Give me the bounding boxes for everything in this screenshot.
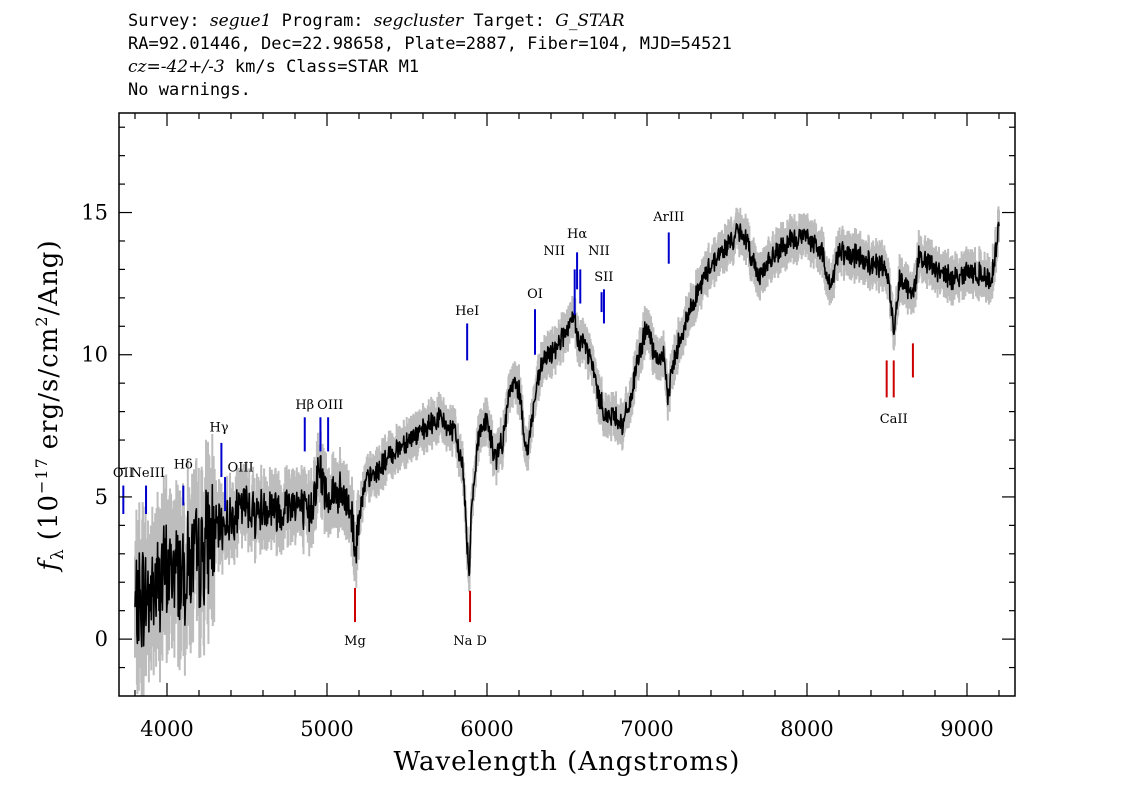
cz-label: cz= xyxy=(128,57,161,77)
error-band xyxy=(134,206,1000,696)
line-label-8: HeI xyxy=(455,304,479,319)
survey-value: segue1 xyxy=(209,11,272,31)
line-label-0: OII xyxy=(113,466,134,481)
survey-label: Survey: xyxy=(128,11,200,31)
error-band-layer xyxy=(134,206,1000,696)
line-label-11: Hα xyxy=(567,227,587,242)
y-tick-label: 10 xyxy=(81,343,108,367)
spectrum-layer xyxy=(134,221,1000,648)
line-label-15: ArIII xyxy=(652,210,684,225)
target-label: Target: xyxy=(473,11,546,31)
line-label-10: NII xyxy=(543,244,565,259)
line-label-13: SII xyxy=(594,270,613,285)
x-tick-label: 6000 xyxy=(460,717,513,741)
header-line-2: RA=92.01446, Dec=22.98658, Plate=2887, F… xyxy=(128,34,732,54)
line-label-4: OIII xyxy=(228,460,254,475)
y-title-post: /Ang) xyxy=(34,239,64,315)
header-line-1: Survey: segue1 Program: segcluster Targe… xyxy=(128,10,732,33)
program-label: Program: xyxy=(281,11,364,31)
spectrum-series xyxy=(134,221,1000,648)
line-label-1: NeIII xyxy=(131,466,165,481)
x-tick-label: 5000 xyxy=(300,717,353,741)
line-label-2: Hδ xyxy=(174,457,193,472)
y-title-sub: λ xyxy=(48,548,68,560)
target-value: G_STAR xyxy=(555,11,625,31)
y-tick-label: 0 xyxy=(95,627,108,651)
line-label-6: OIII xyxy=(317,398,343,413)
x-tick-label: 4000 xyxy=(140,717,193,741)
line-label-19: CaII xyxy=(880,412,908,427)
x-axis-title: Wavelength (Angstroms) xyxy=(394,747,741,777)
x-tick-label: 7000 xyxy=(620,717,673,741)
cz-unit-class: km/s Class=STAR M1 xyxy=(224,57,420,77)
x-tick-label: 8000 xyxy=(780,717,833,741)
spectrum-header: Survey: segue1 Program: segcluster Targe… xyxy=(128,10,732,102)
line-label-12: NII xyxy=(588,244,610,259)
y-tick-label: 15 xyxy=(81,201,108,225)
line-label-16: Mg xyxy=(344,634,366,649)
line-label-3: Hγ xyxy=(209,421,228,436)
y-title-exp1: −17 xyxy=(32,457,51,494)
line-label-5: Hβ xyxy=(295,398,314,413)
x-tick-label: 9000 xyxy=(940,717,993,741)
plot-frame xyxy=(118,112,1016,697)
y-title-exp2: 2 xyxy=(32,315,51,326)
axis-tick-labels: 4000 5000 6000 7000 8000 9000 0 5 10 15 xyxy=(81,201,993,741)
y-axis-title: fλ (10−17 erg/s/cm2/Ang) xyxy=(32,239,68,572)
y-title-mid: erg/s/cm xyxy=(34,327,64,450)
y-title-f: f xyxy=(34,557,64,573)
axis-ticks xyxy=(119,113,1015,696)
cz-value: -42+/-3 xyxy=(160,57,225,77)
header-line-3: cz=-42+/-3 km/s Class=STAR M1 xyxy=(128,56,732,79)
y-title-pre: (10 xyxy=(34,494,64,540)
line-label-9: OI xyxy=(527,287,543,302)
program-value: segcluster xyxy=(373,11,464,31)
line-label-17: Na D xyxy=(453,634,487,649)
header-line-4: No warnings. xyxy=(128,80,251,100)
y-tick-label: 5 xyxy=(95,485,108,509)
